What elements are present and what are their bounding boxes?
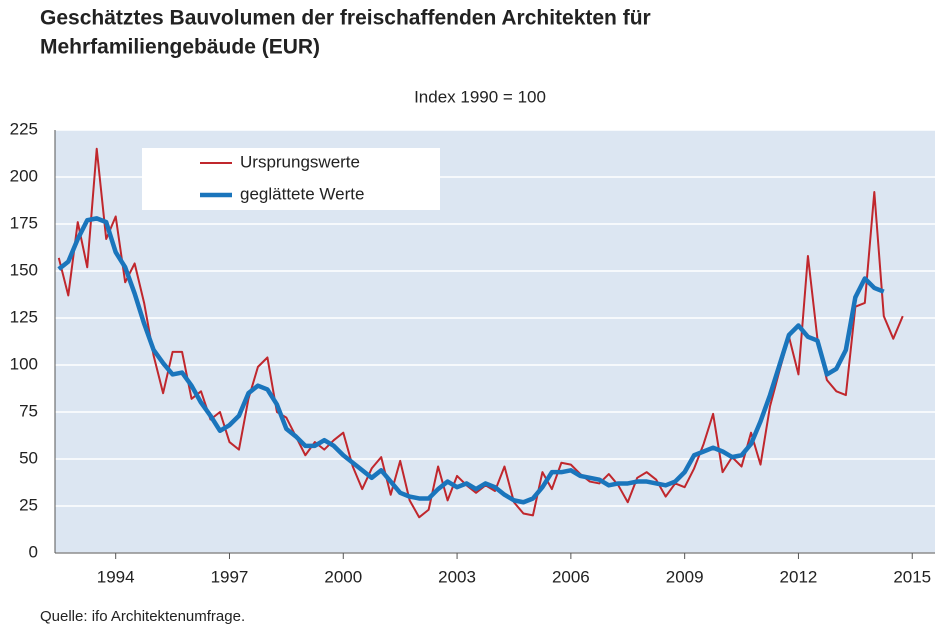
y-tick-label: 200 <box>10 166 38 185</box>
subtitle: Index 1990 = 100 <box>414 87 546 106</box>
x-tick-label: 2012 <box>780 567 818 586</box>
legend-label: Ursprungswerte <box>240 152 360 171</box>
y-tick-label: 175 <box>10 213 38 232</box>
x-tick-label: 2000 <box>324 567 362 586</box>
x-tick-label: 2006 <box>552 567 590 586</box>
y-tick-label: 0 <box>29 542 38 561</box>
chart-title: Geschätztes Bauvolumen der freischaffend… <box>40 7 651 30</box>
x-tick-label: 2003 <box>438 567 476 586</box>
line <box>57 216 885 505</box>
y-tick-label: 50 <box>19 448 38 467</box>
y-tick-label: 100 <box>10 354 38 373</box>
x-tick-label: 2015 <box>893 567 931 586</box>
line <box>57 147 904 519</box>
y-tick-label: 150 <box>10 260 38 279</box>
x-tick-label: 1997 <box>211 567 249 586</box>
y-tick-label: 75 <box>19 401 38 420</box>
source: Quelle: ifo Architektenumfrage. <box>40 608 245 625</box>
chart-title: Mehrfamiliengebäude (EUR) <box>40 36 320 59</box>
y-tick-label: 25 <box>19 495 38 514</box>
x-tick-label: 2009 <box>666 567 704 586</box>
legend <box>142 148 440 210</box>
y-tick-label: 125 <box>10 307 38 326</box>
y-tick-label: 225 <box>10 119 38 138</box>
legend-label: geglättete Werte <box>240 184 364 203</box>
x-tick-label: 1994 <box>97 567 135 586</box>
